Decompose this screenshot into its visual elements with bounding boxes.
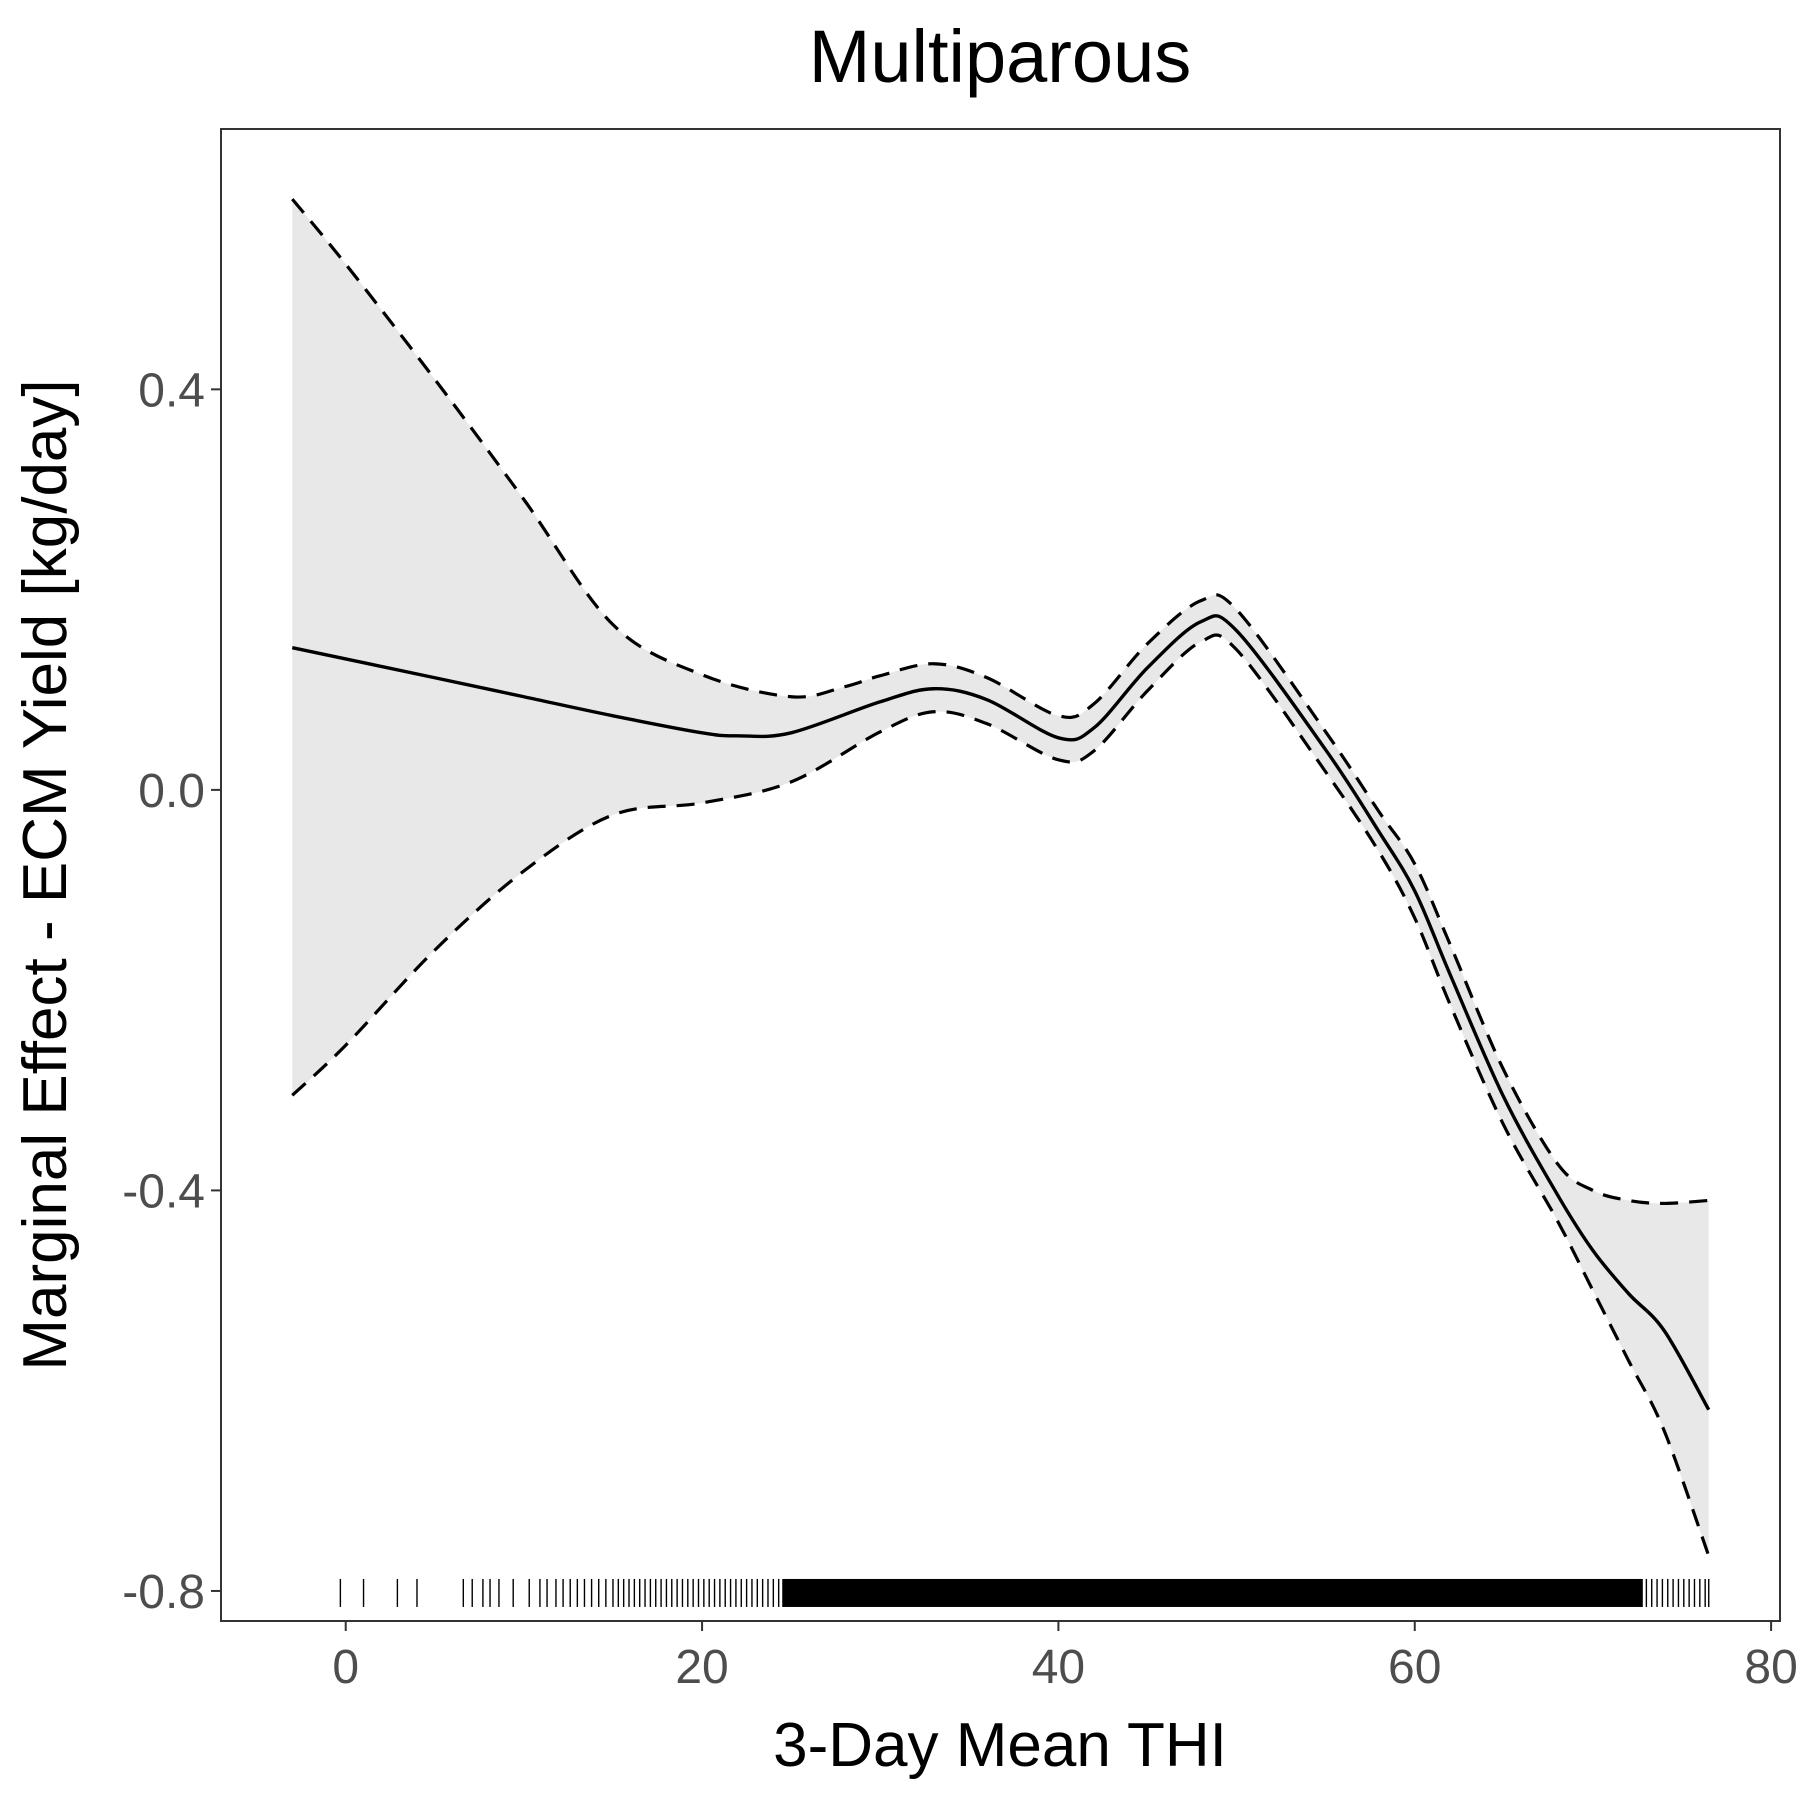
x-tick-label: 60: [1388, 1641, 1441, 1694]
y-axis-label: Marginal Effect - ECM Yield [kg/day]: [11, 379, 80, 1370]
upper-ci-line: [291, 198, 1709, 1206]
estimate-line: [291, 614, 1711, 1411]
x-axis: 0 20 40 60 80: [332, 1621, 1798, 1694]
x-tick-label: 20: [675, 1641, 728, 1694]
x-axis-label: 3-Day Mean THI: [773, 1711, 1227, 1780]
plot-area: [291, 198, 1711, 1607]
plot-frame: [220, 128, 1781, 1622]
y-tick-label: 0.0: [138, 765, 205, 818]
x-tick-label: 0: [332, 1641, 359, 1694]
rug-dense-block: [782, 1578, 1643, 1607]
x-tick-label: 40: [1032, 1641, 1085, 1694]
rug-marks: [339, 1578, 1710, 1607]
lower-ci-line: [291, 633, 1711, 1557]
x-tick-label: 80: [1744, 1641, 1797, 1694]
y-tick-label: -0.8: [122, 1566, 205, 1619]
y-tick-label: -0.4: [122, 1165, 205, 1218]
chart-title: Multiparous: [809, 15, 1192, 98]
y-tick-label: 0.4: [138, 364, 205, 417]
confidence-band: [292, 199, 1709, 1556]
y-axis: -0.8 -0.4 0.0 0.4: [122, 364, 221, 1619]
